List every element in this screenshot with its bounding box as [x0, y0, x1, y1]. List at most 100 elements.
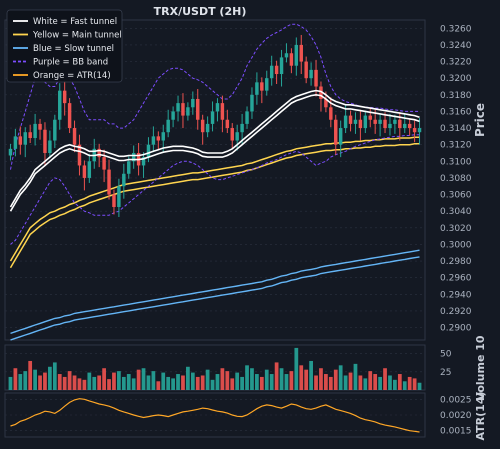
volume-bar: [38, 375, 42, 390]
candle-body: [171, 111, 175, 120]
price-tick-label: 0.3140: [440, 124, 472, 134]
volume-bar: [52, 362, 57, 390]
volume-bar: [324, 374, 328, 390]
volume-bar: [97, 375, 102, 390]
legend-label: Yellow = Main tunnel: [32, 31, 122, 41]
volume-bar: [373, 374, 378, 390]
candle-body: [314, 69, 318, 87]
candle-body: [269, 65, 274, 79]
volume-bar: [176, 374, 180, 390]
candle-body: [38, 123, 42, 130]
volume-axis-label: Volume 10: [474, 335, 487, 400]
volume-bar: [279, 368, 284, 390]
price-tick-label: 0.3060: [440, 191, 472, 201]
volume-bar: [235, 372, 240, 390]
volume-panel-frame: [4, 344, 426, 391]
volume-bar: [8, 376, 13, 390]
candle-body: [166, 119, 170, 133]
volume-bar: [299, 365, 304, 390]
volume-bar: [92, 376, 97, 390]
candle-body: [383, 119, 387, 129]
volume-bar: [417, 382, 422, 390]
volume-bar: [397, 374, 402, 390]
candle-body: [122, 173, 126, 187]
candle-body: [67, 103, 72, 129]
volume-bar: [269, 374, 274, 390]
candle-body: [255, 82, 259, 95]
legend-label: Orange = ATR(14): [33, 71, 111, 81]
volume-bar: [171, 378, 175, 390]
candle-body: [334, 119, 338, 145]
volume-bar: [210, 379, 215, 390]
candle-body: [112, 194, 116, 208]
candle-body: [43, 129, 47, 153]
candle-body: [373, 119, 377, 124]
candle-body: [220, 103, 225, 120]
volume-bar: [333, 369, 338, 390]
candle-body: [324, 98, 328, 108]
volume-bar: [28, 360, 33, 390]
price-tick-label: 0.3260: [440, 24, 472, 34]
volume-bar: [13, 368, 18, 390]
volume-bar: [363, 378, 368, 390]
price-tick-label: 0.3240: [440, 41, 472, 51]
volume-bar: [87, 372, 92, 390]
volume-bar: [126, 374, 131, 390]
candle-body: [18, 136, 23, 145]
volume-bar: [264, 369, 269, 390]
legend-label: Blue = Slow tunnel: [33, 44, 114, 54]
volume-bar: [343, 375, 348, 390]
main-tunnel-line-a: [9, 136, 420, 262]
candle-body: [294, 44, 299, 66]
volume-bar: [383, 368, 387, 390]
volume-bar: [156, 381, 161, 390]
volume-bar: [146, 375, 151, 390]
volume-bar: [136, 369, 141, 390]
volume-bar: [195, 376, 200, 390]
volume-bar: [181, 375, 185, 390]
price-tick-label: 0.3080: [440, 174, 472, 184]
candle-body: [358, 119, 363, 129]
volume-bar: [215, 374, 220, 390]
candle-body: [329, 107, 333, 120]
candle-body: [260, 82, 264, 91]
volume-bar: [43, 372, 47, 390]
candle-body: [274, 65, 279, 75]
candle-body: [215, 103, 220, 112]
main-tunnel-line-b: [9, 143, 420, 269]
candle-body: [13, 136, 18, 149]
price-tick-label: 0.2960: [440, 274, 472, 284]
volume-bar: [255, 374, 259, 390]
candle-body: [141, 157, 146, 166]
volume-bar: [102, 368, 106, 390]
volume-bar: [402, 381, 407, 390]
candle-body: [240, 123, 244, 133]
atr-tick-label: 0.0025: [440, 395, 472, 405]
volume-bar: [23, 371, 28, 390]
price-axis-label: Price: [473, 103, 487, 137]
volume-bar: [388, 375, 392, 390]
candle-body: [398, 119, 402, 129]
candle-body: [368, 115, 372, 120]
candle-body: [348, 115, 353, 124]
slow-tunnel-line-b: [10, 256, 420, 341]
bb-upper-line: [10, 23, 420, 170]
candle-body: [77, 144, 82, 166]
candle-body: [304, 61, 308, 79]
candle-body: [403, 123, 407, 129]
candle-body: [412, 128, 417, 133]
volume-bar: [309, 360, 313, 390]
volume-bar: [245, 365, 249, 390]
candle-body: [48, 140, 52, 153]
candle-body: [388, 123, 392, 129]
volume-bar: [48, 366, 52, 390]
candle-body: [62, 90, 67, 104]
candle-body: [72, 128, 77, 145]
candle-body: [225, 119, 230, 129]
volume-bar: [141, 368, 146, 390]
volume-bar: [67, 371, 72, 390]
volume-bar: [112, 372, 116, 390]
candle-body: [33, 123, 37, 139]
candle-body: [235, 132, 239, 141]
